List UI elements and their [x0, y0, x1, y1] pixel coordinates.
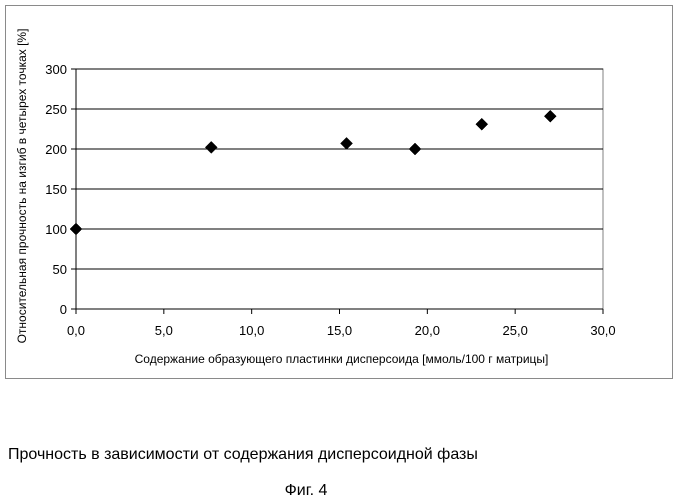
y-tick-label: 100: [45, 222, 67, 237]
data-point: [544, 110, 556, 122]
y-tick-label: 50: [53, 262, 67, 277]
data-point: [70, 223, 82, 235]
data-point: [341, 137, 353, 149]
x-tick-label: 5,0: [155, 323, 173, 338]
scatter-chart: 0 50 100 150 200 250 300 0,0 5,0 10,0 15,0 20,0 25,0…: [0, 0, 680, 390]
data-point: [205, 141, 217, 153]
x-tick-label: 10,0: [239, 323, 264, 338]
y-tick-label: 250: [45, 102, 67, 117]
y-tick-label: 200: [45, 142, 67, 157]
x-tick-label: 0,0: [67, 323, 85, 338]
x-tick-label: 15,0: [327, 323, 352, 338]
axes: [71, 69, 603, 314]
y-tick-label: 150: [45, 182, 67, 197]
data-points: [70, 110, 556, 235]
tick-labels: 0 50 100 150 200 250 300 0,0 5,0 10,0 15,0 20,0 25,0…: [45, 62, 615, 338]
data-point: [476, 118, 488, 130]
y-axis-title: Относительная прочность на изгиб в четыр…: [15, 29, 29, 344]
x-tick-label: 30,0: [590, 323, 615, 338]
x-axis-title: Содержание образующего пластинки дисперс…: [135, 352, 549, 366]
data-point: [409, 143, 421, 155]
y-tick-label: 300: [45, 62, 67, 77]
chart-caption: Прочность в зависимости от содержания ди…: [8, 446, 478, 464]
grid-lines: [76, 69, 603, 309]
x-tick-label: 20,0: [415, 323, 440, 338]
figure-label: Фиг. 4: [0, 482, 612, 500]
x-tick-label: 25,0: [503, 323, 528, 338]
y-tick-label: 0: [60, 302, 67, 317]
